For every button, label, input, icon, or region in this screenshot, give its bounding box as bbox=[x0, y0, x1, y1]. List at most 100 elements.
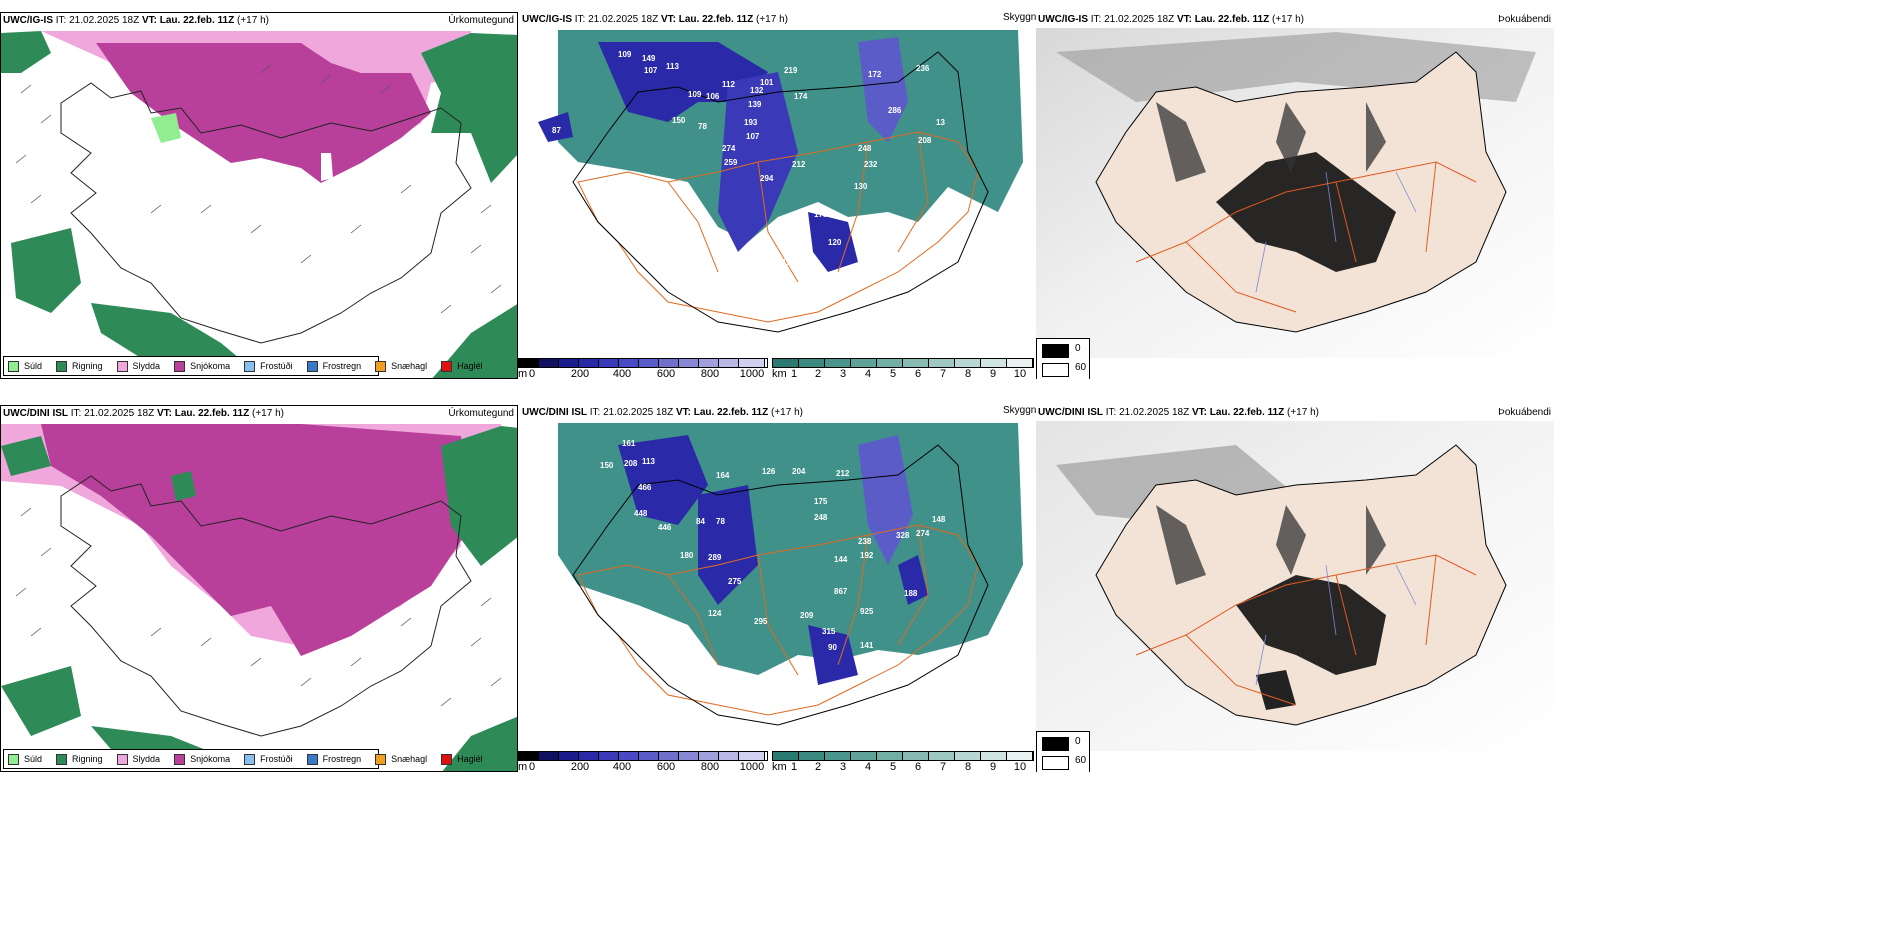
panel-header: UWC/DINI ISL IT: 21.02.2025 18Z VT: Lau.… bbox=[1036, 405, 1554, 421]
label: 148 bbox=[932, 515, 946, 524]
label: 180 bbox=[680, 551, 694, 560]
label: 84 bbox=[696, 517, 705, 526]
visibility-strip bbox=[772, 358, 1034, 368]
fog-index-panel-2: UWC/DINI ISL IT: 21.02.2025 18Z VT: Lau.… bbox=[1036, 405, 1554, 772]
legend-item: Slydda bbox=[116, 753, 160, 765]
fog-legend: 0 60 bbox=[1036, 338, 1090, 379]
label: 208 bbox=[624, 459, 638, 468]
label: 87 bbox=[552, 126, 561, 135]
tick: 200 bbox=[570, 368, 590, 379]
tick: 8 bbox=[964, 368, 972, 379]
label: 188 bbox=[904, 589, 918, 598]
tick: 9 bbox=[989, 761, 997, 772]
label: 193 bbox=[744, 118, 758, 127]
legend-item: Haglél bbox=[441, 360, 483, 372]
precip-fields bbox=[1, 31, 517, 378]
visibility-colorbar: km 1 2 3 4 5 6 7 8 9 10 bbox=[772, 358, 1034, 379]
precip-fields bbox=[1, 424, 517, 771]
tick: 1000 bbox=[739, 761, 765, 772]
label: 925 bbox=[860, 607, 874, 616]
cloudbase-colorbar: m 0 200 400 600 800 1000 bbox=[518, 751, 768, 772]
panel-title: Úrkomutegund bbox=[448, 408, 514, 419]
cloudbase-unit: m bbox=[518, 368, 528, 379]
label: 106 bbox=[706, 92, 720, 101]
label: 174 bbox=[794, 92, 808, 101]
precip-legend: Súld Rigning Slydda Snjókoma Frostúði Fr… bbox=[3, 356, 483, 376]
wind-barbs bbox=[15, 507, 502, 707]
label: 78 bbox=[698, 122, 707, 131]
legend-item: Snæhagl bbox=[375, 753, 427, 765]
iceland-outline bbox=[60, 82, 472, 344]
visibility-strip bbox=[772, 751, 1034, 761]
legend-label: 60 bbox=[1075, 362, 1087, 373]
cloudbase-area bbox=[538, 112, 573, 142]
label: 212 bbox=[836, 469, 850, 478]
cloudbase-area bbox=[698, 485, 758, 605]
legend-item: Frostregn bbox=[306, 360, 361, 372]
label: 294 bbox=[760, 174, 774, 183]
wind-barbs bbox=[15, 64, 502, 314]
precip-type-panel-1: UWC/IG-IS IT: 21.02.2025 18Z VT: Lau. 22… bbox=[0, 12, 518, 379]
label: 150 bbox=[600, 461, 614, 470]
tick: 400 bbox=[612, 761, 632, 772]
cloudbase-area bbox=[808, 212, 858, 272]
visibility-unit: km bbox=[772, 368, 787, 379]
panel-header: UWC/IG-IS IT: 21.02.2025 18Z VT: Lau. 22… bbox=[1036, 12, 1554, 28]
label: 113 bbox=[642, 457, 655, 466]
legend-item: Rigning bbox=[56, 360, 103, 372]
cloudbase-area bbox=[858, 37, 908, 142]
label: 101 bbox=[760, 78, 774, 87]
road-network bbox=[577, 524, 979, 716]
legend-item: Snjókoma bbox=[174, 753, 230, 765]
legend-item: Frostúði bbox=[244, 753, 293, 765]
tick: 1000 bbox=[739, 368, 765, 379]
tick: 400 bbox=[612, 368, 632, 379]
label: 208 bbox=[918, 136, 932, 145]
legend-item: Snæhagl bbox=[375, 360, 427, 372]
label: 448 bbox=[634, 509, 648, 518]
cloudbase-area bbox=[808, 625, 858, 685]
label: 248 bbox=[814, 513, 828, 522]
cloud-visibility-panel-2: UWC/DINI ISL IT: 21.02.2025 18Z VT: Lau.… bbox=[518, 405, 1036, 772]
tick: 7 bbox=[939, 761, 947, 772]
tick: 200 bbox=[570, 761, 590, 772]
road-network bbox=[1135, 161, 1477, 313]
label: 175 bbox=[814, 210, 828, 219]
fog-map bbox=[1036, 28, 1554, 358]
tick: 10 bbox=[1013, 761, 1027, 772]
label: 161 bbox=[622, 439, 636, 448]
legend-item: Slydda bbox=[116, 360, 160, 372]
cloud-visibility-panel-1: UWC/IG-IS IT: 21.02.2025 18Z VT: Lau. 22… bbox=[518, 12, 1036, 379]
label: 248 bbox=[858, 144, 872, 153]
legend-label: 60 bbox=[1075, 755, 1087, 766]
legend-label: 0 bbox=[1075, 736, 1081, 747]
iceland-outline bbox=[60, 475, 472, 737]
label: 219 bbox=[784, 66, 798, 75]
label: 126 bbox=[762, 467, 776, 476]
label: 867 bbox=[834, 587, 848, 596]
label: 446 bbox=[658, 523, 672, 532]
tick: 0 bbox=[528, 761, 536, 772]
panel-title: Úrkomutegund bbox=[448, 15, 514, 26]
iceland-outline bbox=[572, 444, 989, 726]
legend-swatch bbox=[1042, 756, 1069, 770]
tick: 10 bbox=[1013, 368, 1027, 379]
visibility-colorbar: km 1 2 3 4 5 6 7 8 9 10 bbox=[772, 751, 1034, 772]
label: 328 bbox=[896, 531, 910, 540]
tick: 9 bbox=[989, 368, 997, 379]
label: 175 bbox=[814, 497, 828, 506]
cloudbase-labels: 109 149 107 113 112 109 106 101 219 132 … bbox=[518, 12, 1036, 379]
legend-swatch bbox=[1042, 344, 1069, 358]
panel-header: UWC/IG-IS IT: 21.02.2025 18Z VT: Lau. 22… bbox=[522, 14, 788, 25]
label: 232 bbox=[864, 160, 878, 169]
label: 286 bbox=[888, 106, 902, 115]
label: 274 bbox=[722, 144, 736, 153]
label: 112 bbox=[722, 80, 735, 89]
fog-legend: 0 60 bbox=[1036, 731, 1090, 772]
fog-field bbox=[1236, 575, 1386, 675]
label: 315 bbox=[822, 627, 836, 636]
label: 150 bbox=[672, 116, 686, 125]
cloudbase-labels: 161 150 208 113 466 448 446 180 289 164 … bbox=[518, 405, 1036, 772]
label: 149 bbox=[642, 54, 656, 63]
fog-field bbox=[1256, 670, 1296, 710]
